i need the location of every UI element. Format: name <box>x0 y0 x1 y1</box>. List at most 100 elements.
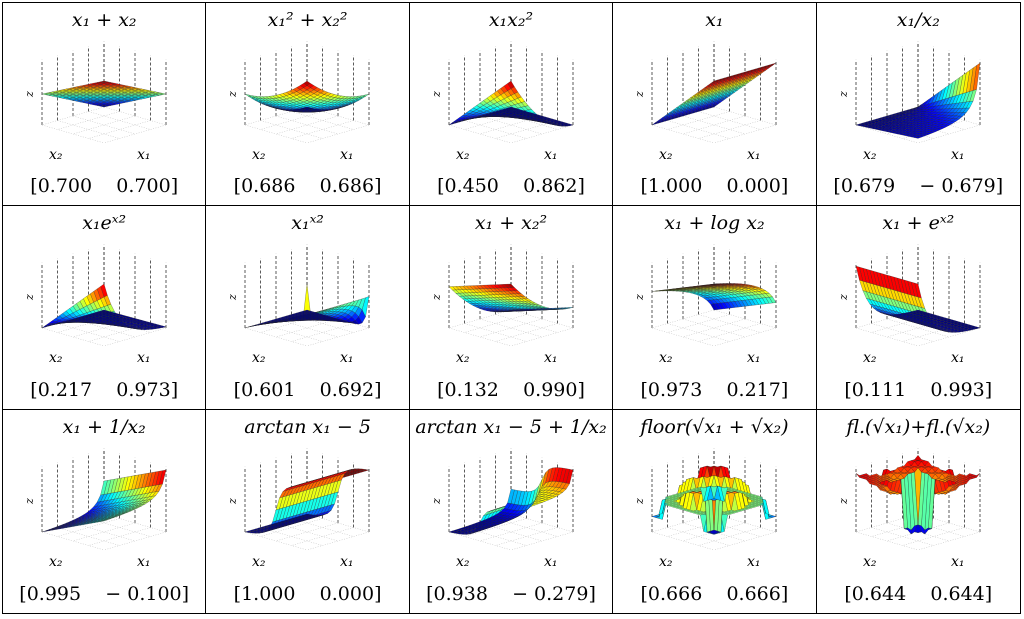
coefficient-vector: [1.000 0.000] <box>233 582 382 605</box>
x1-axis-label: x₁ <box>951 554 965 570</box>
coefficient-1: 0.973 <box>647 378 703 401</box>
coefficient-vector: [0.666 0.666] <box>640 582 789 605</box>
surface-plot: z x₂ x₁ <box>837 41 980 163</box>
function-cell: arctan x₁ − 5 z x₂ x₁ [1.000 0.000] <box>206 409 410 613</box>
z-axis-label: z <box>23 91 36 98</box>
x2-axis-label: x₂ <box>659 554 673 570</box>
function-title: x₁ <box>705 9 724 31</box>
coefficient-vector: [0.217 0.973] <box>30 378 179 401</box>
z-axis-label: z <box>837 91 850 98</box>
surface-plot: z x₂ x₁ <box>837 245 981 366</box>
function-cell: x₁ + x₂ z x₂ x₁ [0.700 0.700] <box>3 3 207 207</box>
function-title: x₁ˣ² <box>291 212 324 235</box>
x2-axis-label: x₂ <box>49 147 63 163</box>
function-title: x₁² + x₂² <box>267 9 348 31</box>
coefficient-2: 0.993 <box>930 378 985 401</box>
function-title: arctan x₁ − 5 <box>244 415 371 438</box>
function-cell: x₁ + x₂² z x₂ x₁ [0.132 0.990] <box>409 206 614 410</box>
function-cell: x₁² + x₂² z x₂ x₁ [0.686 0.686] <box>206 3 410 207</box>
coefficient-2: 0.686 <box>319 175 375 198</box>
z-axis-label: z <box>226 294 239 301</box>
function-title: arctan x₁ − 5 + 1/x₂ <box>415 415 607 438</box>
coefficient-1: 0.132 <box>444 378 499 401</box>
z-axis-label: z <box>226 498 239 505</box>
x1-axis-label: x₁ <box>747 554 761 570</box>
surface-plot: z x₂ x₁ <box>837 448 980 570</box>
x1-axis-label: x₁ <box>747 350 761 366</box>
surface-plot: z x₂ x₁ <box>430 448 574 570</box>
function-title: x₁ + x₂² <box>474 212 548 235</box>
coefficient-1: 0.938 <box>433 582 488 605</box>
coefficient-2: 0.217 <box>726 378 781 401</box>
coefficient-1: 0.700 <box>37 175 93 198</box>
x1-axis-label: x₁ <box>544 147 558 163</box>
function-title: x₁x₂² <box>488 9 534 31</box>
surface-plot: z x₂ x₁ <box>23 448 167 570</box>
function-title: x₁ + x₂ <box>71 9 137 31</box>
coefficient-1: 0.666 <box>647 582 703 605</box>
z-axis-label: z <box>226 91 239 98</box>
x2-axis-label: x₂ <box>49 350 63 366</box>
surface-plot: z x₂ x₁ <box>226 448 370 570</box>
x2-axis-label: x₂ <box>863 147 877 163</box>
coefficient-vector: [0.686 0.686] <box>233 175 382 198</box>
function-cell: x₁/x₂ z x₂ x₁ [0.679 − 0.679] <box>816 3 1020 207</box>
coefficient-2: 0.000 <box>726 175 781 198</box>
coefficient-vector: [0.601 0.692] <box>233 378 382 401</box>
x2-axis-label: x₂ <box>49 554 63 570</box>
x2-axis-label: x₂ <box>863 554 877 570</box>
x2-axis-label: x₂ <box>456 350 470 366</box>
function-cell: x₁ + eˣ² z x₂ x₁ [0.111 0.993] <box>816 206 1020 410</box>
z-axis-label: z <box>633 498 646 505</box>
x1-axis-label: x₁ <box>137 350 151 366</box>
function-cell: fl.(√x₁)+fl.(√x₂) z x₂ x₁ [0.644 0.644] <box>817 410 1020 613</box>
x1-axis-label: x₁ <box>951 350 965 366</box>
coefficient-1: 1.000 <box>241 582 296 605</box>
z-axis-label: z <box>23 294 36 301</box>
surface-plot: z x₂ x₁ <box>633 448 777 570</box>
coefficient-vector: [0.132 0.990] <box>437 378 585 401</box>
surface-plot: z x₂ x₁ <box>23 41 167 163</box>
function-title: x₁/x₂ <box>896 9 940 31</box>
x2-axis-label: x₂ <box>659 147 673 163</box>
coefficient-vector: [0.679 − 0.679] <box>833 175 1004 198</box>
function-cell: x₁ z x₂ x₁ [1.000 0.000] <box>613 3 817 207</box>
coefficient-2: − 0.279 <box>512 582 589 605</box>
x1-axis-label: x₁ <box>340 554 354 570</box>
z-axis-label: z <box>430 294 443 301</box>
function-title: x₁ + 1/x₂ <box>62 415 146 438</box>
coefficient-vector: [0.450 0.862] <box>437 175 585 198</box>
surface-plot: z x₂ x₁ <box>23 245 167 366</box>
coefficient-2: 0.666 <box>726 582 781 605</box>
function-title: fl.(√x₁)+fl.(√x₂) <box>846 415 991 438</box>
x2-axis-label: x₂ <box>456 554 470 570</box>
function-cell: x₁ˣ² z x₂ x₁ [0.601 0.692] <box>206 206 410 410</box>
function-cell: x₁ + log x₂ z x₂ x₁ [0.973 0.217] <box>613 206 817 410</box>
x1-axis-label: x₁ <box>340 147 354 163</box>
coefficient-2: 0.700 <box>116 175 171 198</box>
coefficient-2: − 0.679 <box>919 175 996 198</box>
x2-axis-label: x₂ <box>252 350 266 366</box>
coefficient-2: − 0.100 <box>105 582 182 605</box>
surface-plot: z x₂ x₁ <box>633 245 777 366</box>
coefficient-2: 0.862 <box>523 175 578 198</box>
coefficient-1: 0.601 <box>241 378 296 401</box>
coefficient-1: 0.450 <box>444 175 499 198</box>
x1-axis-label: x₁ <box>340 350 354 366</box>
coefficient-2: 0.990 <box>523 378 578 401</box>
x2-axis-label: x₂ <box>863 350 877 366</box>
surface-plot: z x₂ x₁ <box>430 245 574 366</box>
coefficient-1: 1.000 <box>647 175 703 198</box>
coefficient-1: 0.995 <box>26 582 82 605</box>
coefficient-1: 0.644 <box>851 582 907 605</box>
surface-plot: z x₂ x₁ <box>633 41 777 163</box>
z-axis-label: z <box>23 498 36 505</box>
coefficient-vector: [0.973 0.217] <box>640 378 789 401</box>
coefficient-2: 0.973 <box>116 378 171 401</box>
coefficient-1: 0.111 <box>851 378 907 401</box>
z-axis-label: z <box>633 294 646 301</box>
x1-axis-label: x₁ <box>544 350 558 366</box>
coefficient-2: 0.692 <box>319 378 375 401</box>
x1-axis-label: x₁ <box>137 147 151 163</box>
coefficient-vector: [0.995 − 0.100] <box>19 582 190 605</box>
